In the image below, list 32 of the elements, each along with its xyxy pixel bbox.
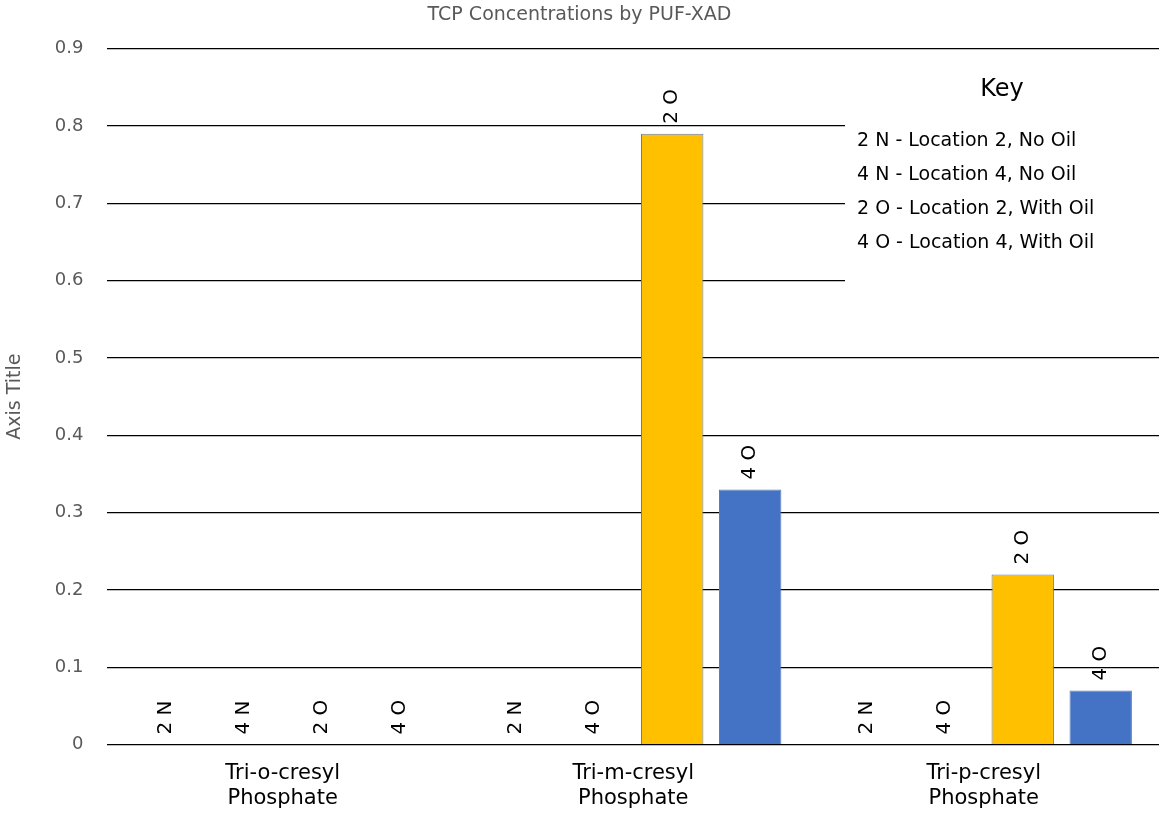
text: 2 N (151, 700, 176, 735)
y-tick-label: 0.2 (54, 577, 84, 599)
annotation: 4 N (229, 700, 254, 735)
y-tick-label: 0.6 (54, 268, 84, 290)
y-tick-label: 0.7 (54, 191, 84, 213)
annotation: 4 O - Location 4, With Oil (857, 229, 1096, 254)
x-tick-label: Tri-p-cresyl Phosphate (925, 759, 1042, 809)
chart-title: TCP Concentrations by PUF-XAD (426, 2, 732, 25)
y-tick-label: 0.5 (54, 345, 84, 367)
text: 2 O (1008, 529, 1033, 565)
y-tick-label: 0.1 (54, 654, 84, 676)
annotation: 4 O (930, 699, 955, 735)
y-tick-label: 0 (71, 732, 84, 754)
annotation: Key (979, 74, 1025, 102)
x-tick-label: Tri-o-cresyl Phosphate (224, 759, 341, 809)
annotation: 2 N - Location 2, No Oil (857, 127, 1078, 152)
text: 4 O (736, 444, 761, 480)
annotation: 4 O (580, 699, 605, 735)
annotation: 4 N - Location 4, No Oil (857, 161, 1078, 186)
text: 2 O (658, 89, 683, 124)
y-axis-title: Axis Title (2, 353, 25, 440)
y-tick-label: 0.4 (54, 423, 84, 445)
text: 4 O (385, 699, 410, 735)
y-tick-label: 0.3 (54, 500, 84, 522)
text: 2 N (852, 700, 877, 735)
text: 2 O (307, 699, 332, 735)
y-tick-label: 0.9 (54, 36, 84, 58)
text: 2 N (502, 700, 527, 735)
text: 4 O (1086, 645, 1111, 681)
x-tick-label: Tri-m-cresyl Phosphate (571, 759, 695, 809)
y-tick-label: 0.8 (54, 113, 84, 135)
annotation: 2 O - Location 2, With Oil (857, 195, 1096, 220)
